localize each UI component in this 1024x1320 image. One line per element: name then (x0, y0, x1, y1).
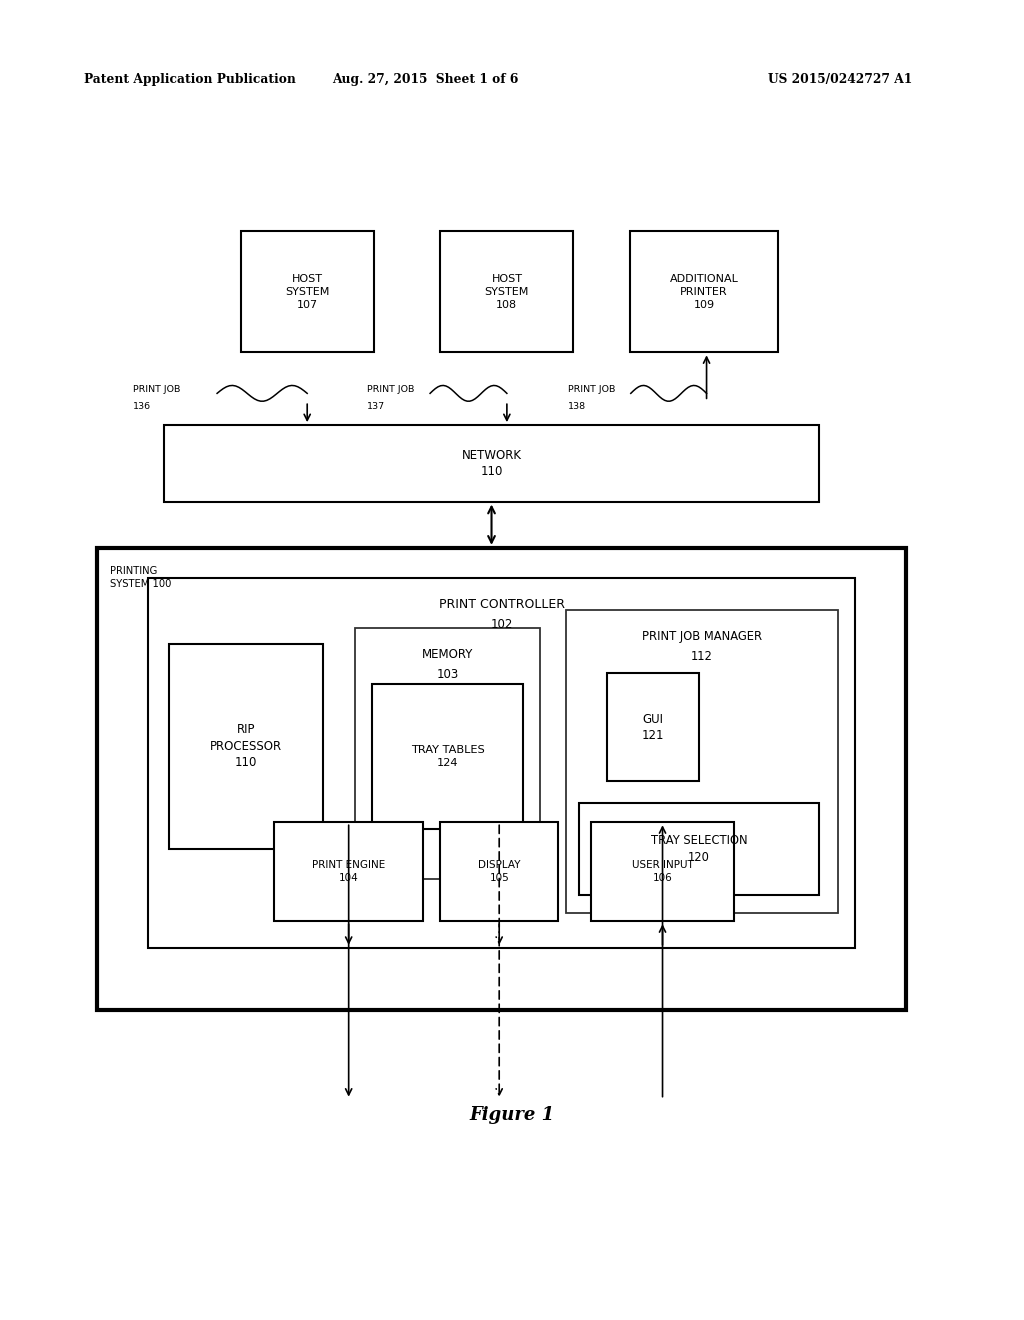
Text: TRAY TABLES
124: TRAY TABLES 124 (411, 744, 484, 768)
Text: TRAY SELECTION
120: TRAY SELECTION 120 (650, 834, 748, 863)
Bar (164, 425, 819, 502)
Text: 102: 102 (490, 618, 513, 631)
Text: PRINT JOB: PRINT JOB (367, 385, 414, 393)
Bar (274, 822, 423, 921)
Bar (372, 684, 523, 829)
Text: HOST
SYSTEM
107: HOST SYSTEM 107 (285, 275, 330, 309)
Text: DISPLAY
105: DISPLAY 105 (478, 861, 520, 883)
Bar (607, 673, 699, 781)
Text: USER INPUT
106: USER INPUT 106 (632, 861, 693, 883)
Text: RIP
PROCESSOR
110: RIP PROCESSOR 110 (210, 723, 282, 770)
Text: 112: 112 (691, 649, 713, 663)
Text: Patent Application Publication: Patent Application Publication (84, 74, 296, 87)
Text: PRINTING
SYSTEM 100: PRINTING SYSTEM 100 (110, 566, 171, 589)
Bar (355, 628, 540, 879)
Text: PRINT JOB MANAGER: PRINT JOB MANAGER (642, 630, 762, 643)
Bar (591, 822, 734, 921)
Text: 137: 137 (367, 403, 385, 411)
Bar (579, 803, 819, 895)
Text: GUI
121: GUI 121 (642, 713, 665, 742)
Text: Aug. 27, 2015  Sheet 1 of 6: Aug. 27, 2015 Sheet 1 of 6 (332, 74, 518, 87)
Text: HOST
SYSTEM
108: HOST SYSTEM 108 (484, 275, 529, 309)
Bar (97, 548, 906, 1010)
Text: MEMORY: MEMORY (422, 648, 473, 661)
Text: PRINT JOB: PRINT JOB (133, 385, 180, 393)
Text: US 2015/0242727 A1: US 2015/0242727 A1 (768, 74, 911, 87)
Text: 103: 103 (436, 668, 459, 681)
Bar (148, 578, 855, 948)
Text: NETWORK
110: NETWORK 110 (462, 449, 521, 478)
Text: PRINT ENGINE
104: PRINT ENGINE 104 (312, 861, 385, 883)
Text: PRINT JOB: PRINT JOB (568, 385, 615, 393)
Text: 136: 136 (133, 403, 152, 411)
Text: 138: 138 (568, 403, 587, 411)
Bar (566, 610, 838, 913)
Bar (440, 231, 573, 352)
Text: Figure 1: Figure 1 (469, 1106, 555, 1125)
Text: ADDITIONAL
PRINTER
109: ADDITIONAL PRINTER 109 (670, 275, 738, 309)
Bar (630, 231, 778, 352)
Bar (241, 231, 374, 352)
Bar (440, 822, 558, 921)
Text: PRINT CONTROLLER: PRINT CONTROLLER (438, 598, 565, 611)
Bar (169, 644, 323, 849)
